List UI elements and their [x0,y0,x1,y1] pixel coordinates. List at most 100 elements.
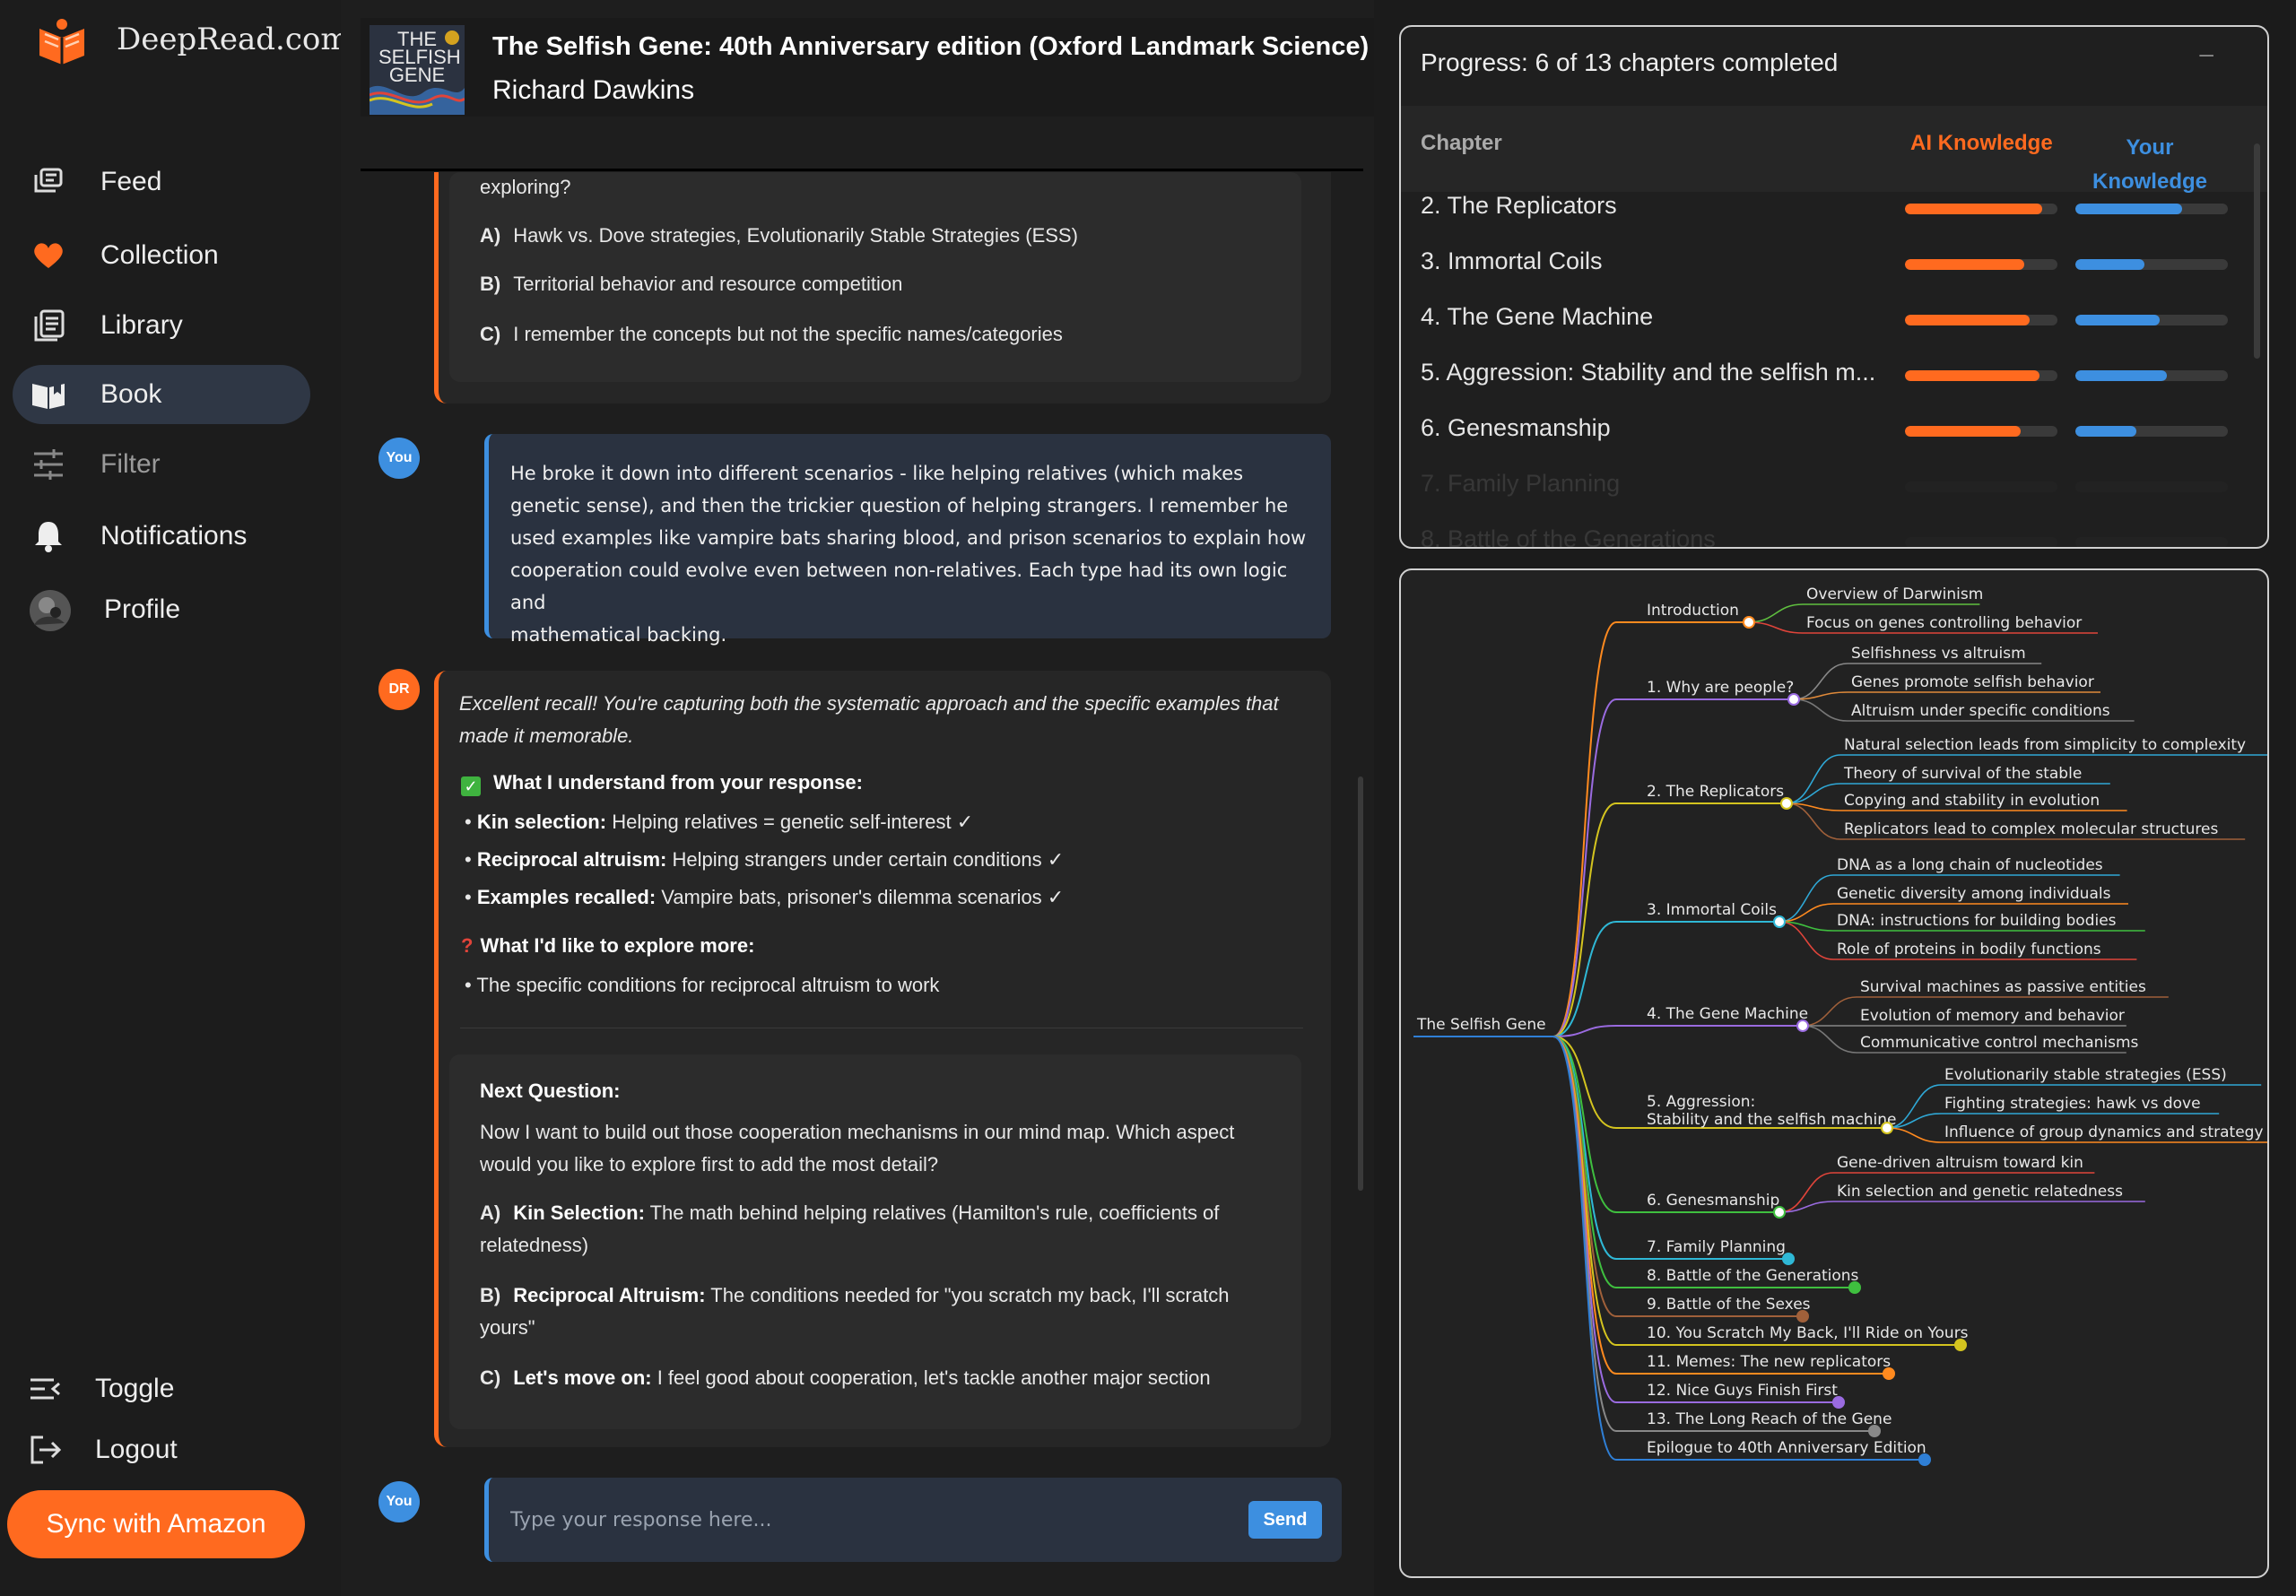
sidebar-item-feed[interactable]: Feed [13,152,310,212]
bell-icon [35,522,62,552]
sidebar-item-label: Library [100,310,183,340]
book-cover[interactable]: THE SELFISH GENE [370,25,465,115]
next-option-b[interactable]: B) Reciprocal Altruism: The conditions ne… [480,1284,1229,1307]
mind-map-leaf[interactable]: Overview of Darwinism [1806,585,1983,603]
mind-map-leaf[interactable]: DNA as a long chain of nucleotides [1837,856,2103,874]
progress-row[interactable]: 3. Immortal Coils [1401,235,2267,291]
leaf-connector [1779,1172,2095,1213]
mind-map-branch-cont[interactable]: Stability and the selfish machine [1647,1111,1897,1129]
item-text: The specific conditions for reciprocal a… [476,974,940,996]
branch-node[interactable] [1796,1310,1809,1323]
mind-map-root[interactable]: The Selfish Gene [1416,1016,1546,1034]
progress-row[interactable]: 6. Genesmanship [1401,402,2267,457]
branch-node[interactable] [1868,1425,1881,1437]
mind-map-leaf[interactable]: Evolutionarily stable strategies (ESS) [1944,1066,2227,1084]
branch-node[interactable] [1918,1453,1931,1466]
mind-map-leaf[interactable]: Genetic diversity among individuals [1837,885,2111,903]
mind-map-branch[interactable]: 2. The Replicators [1647,783,1784,801]
sidebar-item-profile[interactable]: Profile [13,580,310,639]
branch-node[interactable] [1832,1396,1845,1409]
mind-map-branch[interactable]: 6. Genesmanship [1647,1192,1779,1210]
mind-map-branch[interactable]: 1. Why are people? [1647,679,1794,697]
mind-map-branch[interactable]: 8. Battle of the Generations [1647,1267,1859,1285]
logout-button[interactable]: Logout [13,1420,310,1479]
mind-map[interactable]: The Selfish Gene Introduction Overview of … [1401,570,2269,1578]
branch-node[interactable] [1881,1122,1893,1134]
mind-map-leaf[interactable]: Influence of group dynamics and strategy [1944,1123,2264,1141]
mind-map-leaf[interactable]: Copying and stability in evolution [1844,792,2100,810]
mind-map-branch[interactable]: 10. You Scratch My Back, I'll Ride on Yo… [1647,1324,1969,1342]
mind-map-leaf[interactable]: Altruism under specific conditions [1851,702,2110,720]
user-avatar: You [378,438,420,479]
mind-map-leaf[interactable]: Survival machines as passive entities [1860,978,2146,996]
response-input[interactable] [510,1501,1210,1539]
leaf-connector [1779,1201,2145,1213]
branch-node[interactable] [1773,1206,1786,1219]
sidebar-item-book[interactable]: Book [13,365,310,424]
progress-row[interactable]: 4. The Gene Machine [1401,291,2267,346]
send-button[interactable]: Send [1248,1501,1322,1539]
mind-map-branch[interactable]: 4. The Gene Machine [1647,1005,1808,1023]
mind-map-leaf[interactable]: Focus on genes controlling behavior [1806,614,2082,632]
heading-text: What I'd like to explore more: [480,934,755,957]
mind-map-branch[interactable]: 5. Aggression: [1647,1093,1755,1111]
column-label: Knowledge [2092,169,2207,194]
next-option-c[interactable]: C) Let's move on: I feel good about coope… [480,1366,1211,1390]
mind-map-branch[interactable]: Introduction [1647,602,1739,620]
mind-map-branch[interactable]: 11. Memes: The new replicators [1647,1353,1891,1371]
sidebar-item-filter[interactable]: Filter [13,435,310,494]
brand-name[interactable]: DeepRead.com [117,22,350,57]
your-knowledge-fill [2075,370,2167,381]
sidebar-item-collection[interactable]: Collection [13,226,310,285]
leaf-connector [1786,783,2110,804]
deepread-avatar: DR [378,669,420,710]
chapter-name: 4. The Gene Machine [1421,303,1654,330]
mind-map-branch[interactable]: 3. Immortal Coils [1647,901,1777,919]
mind-map-leaf[interactable]: Replicators lead to complex molecular st… [1844,820,2218,838]
next-option-a[interactable]: A) Kin Selection: The math behind helping… [480,1201,1219,1225]
mind-map-leaf[interactable]: Genes promote selfish behavior [1851,673,2094,691]
branch-node[interactable] [1743,616,1755,629]
minimize-button[interactable]: – [2199,39,2213,67]
mind-map-leaf[interactable]: Gene-driven altruism toward kin [1837,1154,2083,1172]
deepread-logo-icon[interactable] [34,16,90,68]
progress-row[interactable]: 8. Battle of the Generations [1401,513,2267,547]
branch-node[interactable] [1773,915,1786,928]
mind-map-branch[interactable]: 12. Nice Guys Finish First [1647,1382,1838,1400]
mind-map-leaf[interactable]: Selfishness vs altruism [1851,645,2026,663]
progress-row[interactable]: 7. Family Planning [1401,457,2267,513]
sidebar: DeepRead.com Feed Collection Library Boo… [0,0,350,1596]
mind-map-branch[interactable]: 7. Family Planning [1647,1238,1786,1256]
mind-map-branch[interactable]: 9. Battle of the Sexes [1647,1296,1811,1314]
mind-map-leaf[interactable]: Natural selection leads from simplicity … [1844,736,2246,754]
mind-map-leaf[interactable]: Fighting strategies: hawk vs dove [1944,1095,2201,1113]
ai-knowledge-fill [1905,370,2039,381]
mind-map-leaf[interactable]: DNA: instructions for building bodies [1837,912,2117,930]
branch-connector [1552,802,1787,1037]
mind-map-leaf[interactable]: Evolution of memory and behavior [1860,1007,2125,1025]
leaf-connector [1786,754,2267,804]
branch-node[interactable] [1782,1253,1795,1265]
mind-map-leaf[interactable]: Communicative control mechanisms [1860,1034,2139,1052]
progress-scrollbar[interactable] [2254,143,2260,359]
branch-node[interactable] [1796,1019,1809,1032]
branch-node[interactable] [1883,1367,1895,1380]
leaf-connector [1886,1084,2262,1129]
branch-node[interactable] [1780,797,1793,810]
mind-map-leaf[interactable]: Role of proteins in bodily functions [1837,941,2101,958]
branch-node[interactable] [1954,1339,1967,1351]
sidebar-item-library[interactable]: Library [13,296,310,355]
mind-map-branch[interactable]: Epilogue to 40th Anniversary Edition [1647,1439,1926,1457]
chat-scrollbar[interactable] [1358,776,1363,1191]
branch-node[interactable] [1848,1281,1861,1294]
mind-map-branch[interactable]: 13. The Long Reach of the Gene [1647,1410,1892,1428]
leaf-connector [1786,802,2127,811]
progress-row[interactable]: 2. The Replicators [1401,179,2267,235]
sidebar-item-notifications[interactable]: Notifications [13,507,310,566]
toggle-button[interactable]: Toggle [13,1359,310,1418]
progress-row[interactable]: 5. Aggression: Stability and the selfish… [1401,346,2267,402]
mind-map-leaf[interactable]: Theory of survival of the stable [1843,765,2082,783]
mind-map-leaf[interactable]: Kin selection and genetic relatedness [1837,1183,2123,1201]
sync-with-amazon-button[interactable]: Sync with Amazon [7,1490,305,1558]
branch-node[interactable] [1787,693,1800,706]
